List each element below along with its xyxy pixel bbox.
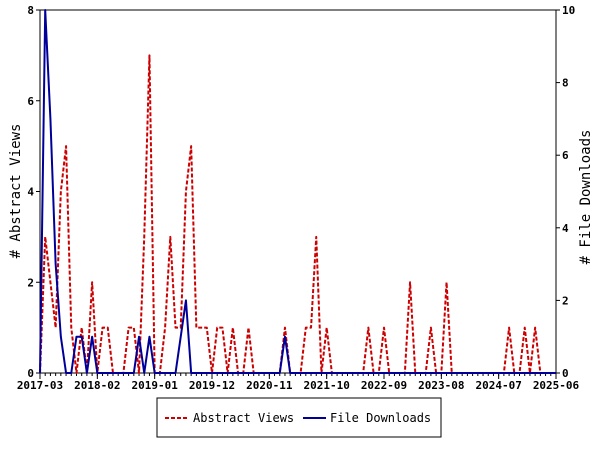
right-tick-label: 6 xyxy=(562,149,569,162)
x-tick-label: 2019-12 xyxy=(189,379,235,392)
right-tick-label: 8 xyxy=(562,77,569,90)
left-tick-label: 2 xyxy=(27,276,34,289)
right-tick-label: 2 xyxy=(562,294,569,307)
left-tick-label: 0 xyxy=(27,367,34,380)
left-axis: 0 2 4 6 8 xyxy=(27,4,40,380)
series-line-file-downloads xyxy=(39,9,556,374)
left-axis-title: # Abstract Views xyxy=(8,124,24,259)
x-tick-label: 2020-11 xyxy=(246,379,293,392)
legend-label-file-downloads: File Downloads xyxy=(330,411,431,425)
plot-area xyxy=(39,9,557,374)
legend: Abstract Views File Downloads xyxy=(156,397,442,438)
series-layer xyxy=(39,9,556,374)
x-tick-label: 2023-08 xyxy=(418,379,464,392)
x-tick-label: 2025-06 xyxy=(533,379,580,392)
right-tick-label: 10 xyxy=(562,4,575,17)
left-tick-label: 8 xyxy=(27,4,34,17)
right-tick-label: 0 xyxy=(562,367,569,380)
right-axis-title: # File Downloads xyxy=(578,130,594,265)
x-tick-label: 2017-03 xyxy=(17,379,63,392)
x-tick-label: 2021-10 xyxy=(303,379,349,392)
legend-label-abstract-views: Abstract Views xyxy=(193,411,294,425)
x-tick-label: 2024-07 xyxy=(475,379,521,392)
left-tick-label: 4 xyxy=(27,186,34,199)
x-tick-label: 2019-01 xyxy=(131,379,178,392)
legend-box xyxy=(156,397,442,438)
x-tick-label: 2022-09 xyxy=(361,379,407,392)
x-tick-label: 2018-02 xyxy=(74,379,120,392)
left-tick-label: 6 xyxy=(27,95,34,108)
right-tick-label: 4 xyxy=(562,222,569,235)
x-axis: 2017-03 2018-02 2019-01 2019-12 2020-11 2021-… xyxy=(17,373,580,392)
right-axis: 0 2 4 6 8 10 xyxy=(556,4,575,380)
